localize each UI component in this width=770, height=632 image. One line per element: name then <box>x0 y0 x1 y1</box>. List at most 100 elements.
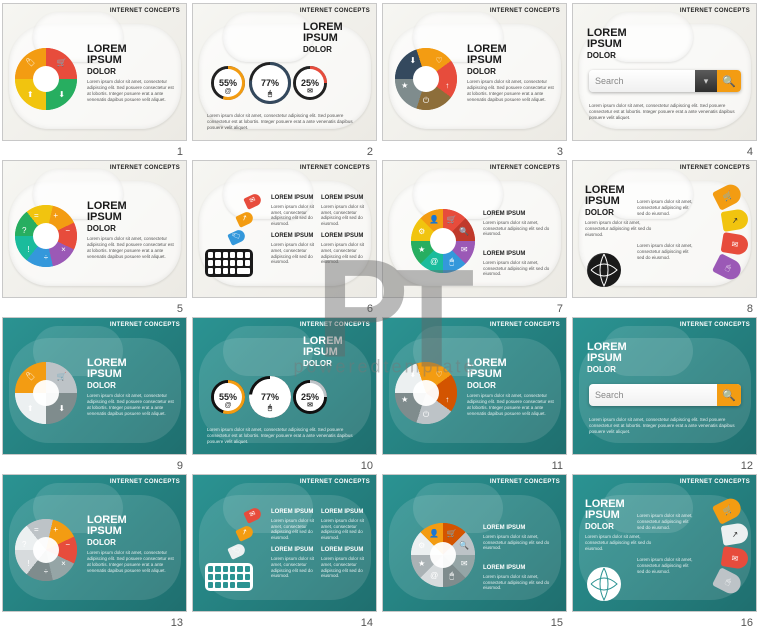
text-col: Lorem ipsum dolor sit amet, consectetur … <box>637 513 693 531</box>
body-text: Lorem ipsum dolor sit amet, consectetur … <box>589 417 744 435</box>
segment-icon: ⬇ <box>408 370 418 380</box>
search-input[interactable]: Search <box>589 390 717 400</box>
slide-number: 8 <box>747 303 753 315</box>
search-button[interactable]: 🔍 <box>717 384 741 406</box>
slide-cell-6: INTERNET CONCEPTS🏷↗✉LOREM IPSUMLorem ips… <box>192 160 377 315</box>
slide-cell-8: INTERNET CONCEPTSLOREMIPSUMDOLORLorem ip… <box>572 160 757 315</box>
title-block: LOREMIPSUMDOLORLorem ipsum dolor sit ame… <box>87 201 177 260</box>
text-col-1: LOREM IPSUMLorem ipsum dolor sit amet, c… <box>483 211 555 237</box>
slide-1[interactable]: INTERNET CONCEPTS🛒⬇⬆🏷LOREMIPSUMDOLORLore… <box>2 3 187 141</box>
segment-icon: ⬇ <box>57 90 67 100</box>
body-text: Lorem ipsum dolor sit amet, consectetur … <box>467 79 557 103</box>
title-block: LOREMIPSUMDOLORLorem ipsum dolor sit ame… <box>87 515 177 574</box>
slide-8[interactable]: INTERNET CONCEPTSLOREMIPSUMDOLORLorem ip… <box>572 160 757 298</box>
search-button[interactable]: 🔍 <box>717 70 741 92</box>
segment-icon: ⬆ <box>25 90 35 100</box>
segment-icon: ★ <box>400 395 410 405</box>
title-sub: DOLOR <box>467 67 557 76</box>
segment-icon: + <box>51 211 61 221</box>
slide-14[interactable]: INTERNET CONCEPTS🏷↗✉LOREM IPSUMLorem ips… <box>192 474 377 612</box>
title-line2: IPSUM <box>467 369 557 380</box>
slide-11[interactable]: INTERNET CONCEPTS♡↑⏻★⬇LOREMIPSUMDOLORLor… <box>382 317 567 455</box>
segment-icon: 👤 <box>429 529 439 539</box>
body-text: Lorem ipsum dolor sit amet, consectetur … <box>585 220 655 238</box>
slide-3[interactable]: INTERNET CONCEPTS♡↑⏻★⬇LOREMIPSUMDOLORLor… <box>382 3 567 141</box>
slide-4[interactable]: INTERNET CONCEPTSLOREMIPSUMDOLORSearch▾🔍… <box>572 3 757 141</box>
title-line2: IPSUM <box>303 33 371 44</box>
segment-icon: ✉ <box>459 245 469 255</box>
stat-ring: 55%@ <box>211 380 245 414</box>
text-col: LOREM IPSUMLorem ipsum dolor sit amet, c… <box>271 195 317 265</box>
segment-icon: ♡ <box>434 56 444 66</box>
slide-13[interactable]: INTERNET CONCEPTS+−×÷!?=LOREMIPSUMDOLORL… <box>2 474 187 612</box>
title-block: LOREMIPSUMDOLORLorem ipsum dolor sit ame… <box>87 358 177 417</box>
segment-icon: 🛒 <box>57 372 67 382</box>
segment-icon: − <box>63 540 73 550</box>
segment-icon: ♡ <box>434 370 444 380</box>
slide-cell-4: INTERNET CONCEPTSLOREMIPSUMDOLORSearch▾🔍… <box>572 3 757 158</box>
search-input[interactable]: Search <box>589 76 695 86</box>
text-col: LOREM IPSUMLorem ipsum dolor sit amet, c… <box>271 509 317 579</box>
slide-header: INTERNET CONCEPTS <box>300 165 370 171</box>
body-text: Lorem ipsum dolor sit amet, consectetur … <box>87 393 177 417</box>
title-sub: DOLOR <box>87 538 177 547</box>
slide-16[interactable]: INTERNET CONCEPTSLOREMIPSUMDOLORLorem ip… <box>572 474 757 612</box>
ring-sub-icon: 🖱 <box>268 91 272 99</box>
title-sub: DOLOR <box>303 45 371 54</box>
segment-icon: ÷ <box>41 253 51 263</box>
body-text: Lorem ipsum dolor sit amet, consectetur … <box>87 79 177 103</box>
globe-icon <box>587 253 621 287</box>
segment-icon: ⚙ <box>417 541 427 551</box>
ring-sub-icon: @ <box>225 402 232 409</box>
donut-hole <box>33 537 59 563</box>
slide-6[interactable]: INTERNET CONCEPTS🏷↗✉LOREM IPSUMLorem ips… <box>192 160 377 298</box>
slide-number: 12 <box>741 460 753 472</box>
ring-percent: 55% <box>219 78 237 88</box>
slide-2[interactable]: INTERNET CONCEPTS 55%@77% 🖱 25%✉ LOREMIPSUMD… <box>192 3 377 141</box>
donut-hole <box>413 380 439 406</box>
search-dropdown[interactable]: ▾ <box>695 70 717 92</box>
slide-header: INTERNET CONCEPTS <box>490 8 560 14</box>
segment-icon: × <box>58 559 68 569</box>
segment-icon: ⬇ <box>57 404 67 414</box>
slide-10[interactable]: INTERNET CONCEPTS55%@77%🖱25%✉LOREMIPSUMD… <box>192 317 377 455</box>
donut-hole <box>33 380 59 406</box>
slide-5[interactable]: INTERNET CONCEPTS+−×÷!?=LOREMIPSUMDOLORL… <box>2 160 187 298</box>
search-bar[interactable]: Search▾🔍 <box>589 70 741 92</box>
slide-cell-10: INTERNET CONCEPTS55%@77%🖱25%✉LOREMIPSUMD… <box>192 317 377 472</box>
title-block: LOREMIPSUMDOLOR <box>587 342 687 374</box>
title-sub: DOLOR <box>467 381 557 390</box>
search-bar[interactable]: Search🔍 <box>589 384 741 406</box>
title-block: LOREMIPSUMDOLOR <box>303 22 371 54</box>
segment-icon: 🖱 <box>447 257 457 267</box>
segment-icon: 🛒 <box>447 215 457 225</box>
slide-7[interactable]: INTERNET CONCEPTS🛒🔍✉🖱@★⚙👤LOREM IPSUMLore… <box>382 160 567 298</box>
segment-icon: × <box>58 245 68 255</box>
ring-sub-icon: @ <box>225 88 232 95</box>
stat-ring: 25%✉ <box>293 66 327 100</box>
title-sub: DOLOR <box>587 51 687 60</box>
cloud-bg-2 <box>223 326 313 376</box>
slide-header: INTERNET CONCEPTS <box>300 8 370 14</box>
segment-icon: ★ <box>400 81 410 91</box>
segment-icon: + <box>51 525 61 535</box>
text-col-2: LOREM IPSUMLorem ipsum dolor sit amet, c… <box>483 565 555 591</box>
slide-number: 3 <box>557 146 563 158</box>
slide-header: INTERNET CONCEPTS <box>680 8 750 14</box>
slide-header: INTERNET CONCEPTS <box>110 165 180 171</box>
slide-number: 10 <box>361 460 373 472</box>
body-text: Lorem ipsum dolor sit amet, consectetur … <box>589 103 744 121</box>
slide-number: 1 <box>177 146 183 158</box>
title-sub: DOLOR <box>587 365 687 374</box>
slide-12[interactable]: INTERNET CONCEPTSLOREMIPSUMDOLORSearch🔍L… <box>572 317 757 455</box>
donut-hole <box>413 66 439 92</box>
slide-15[interactable]: INTERNET CONCEPTS🛒🔍✉🖱@★⚙👤LOREM IPSUMLore… <box>382 474 567 612</box>
body-text: Lorem ipsum dolor sit amet, consectetur … <box>467 393 557 417</box>
slide-9[interactable]: INTERNET CONCEPTS🛒⬇⬆🏷LOREMIPSUMDOLORLore… <box>2 317 187 455</box>
segment-icon: 🖱 <box>447 571 457 581</box>
ring-percent: 77% <box>261 78 279 88</box>
segment-icon: ⬆ <box>25 404 35 414</box>
slide-number: 2 <box>367 146 373 158</box>
globe-icon <box>587 567 621 601</box>
slide-cell-16: INTERNET CONCEPTSLOREMIPSUMDOLORLorem ip… <box>572 474 757 629</box>
